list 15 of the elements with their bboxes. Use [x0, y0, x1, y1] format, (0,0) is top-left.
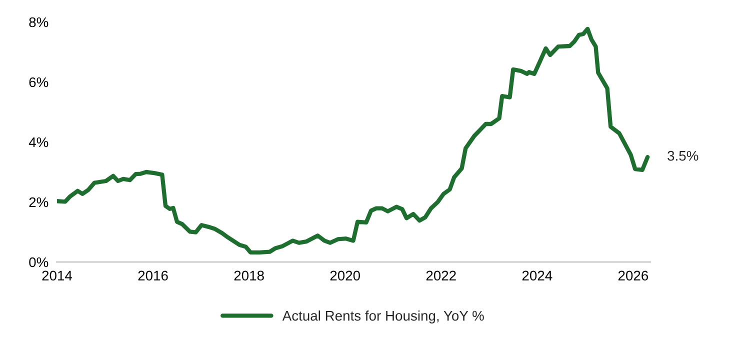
legend-label: Actual Rents for Housing, YoY %: [282, 310, 484, 324]
x-tick-label: 2014: [42, 270, 72, 281]
x-tick-label: 2018: [234, 270, 264, 281]
line-series: [57, 26, 650, 254]
y-tick-label: 0%: [29, 257, 48, 268]
y-tick-label: 6%: [29, 77, 48, 88]
x-tick-label: 2022: [426, 270, 456, 281]
y-tick-label: 8%: [29, 17, 48, 28]
x-tick-label: 2020: [330, 270, 360, 281]
y-tick-label: 2%: [29, 197, 48, 208]
y-tick-label: 4%: [28, 137, 48, 148]
x-tick-label: 2024: [522, 270, 552, 281]
annotation: 3.5%: [668, 150, 698, 161]
x-tick-label: 2026: [618, 270, 648, 281]
x-tick-label: 2016: [138, 270, 168, 281]
